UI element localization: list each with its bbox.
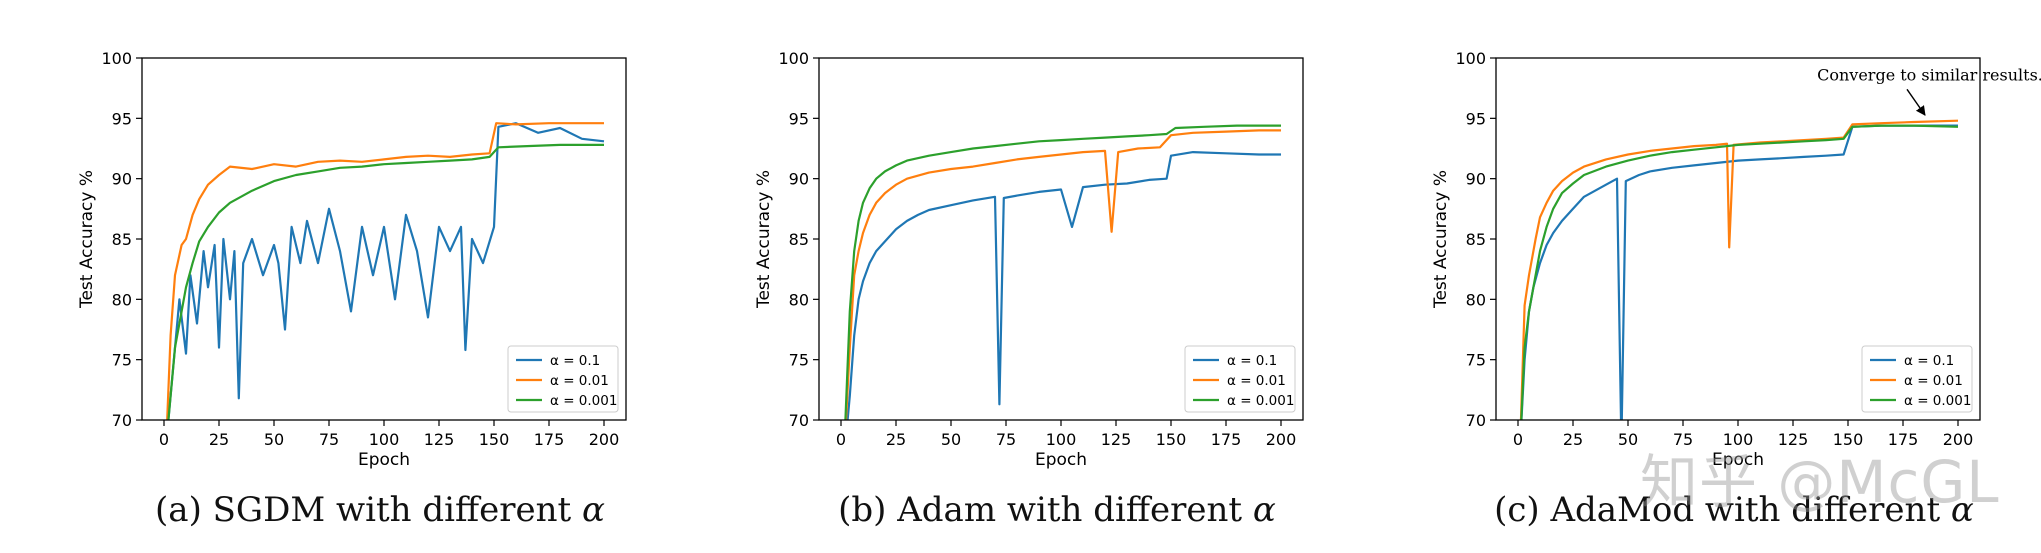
x-tick-label: 175 (1888, 430, 1919, 449)
caption-adamod: (c) AdaMod with different α (1394, 490, 2041, 530)
legend-label: α = 0.1 (550, 353, 600, 369)
y-tick-label: 80 (1466, 290, 1486, 309)
chart-panel-sgdm: 0 25 50 75 100 125 150 175 200 70 75 80 85 90 95 100 Epo… (40, 0, 720, 553)
y-tick-label: 75 (789, 351, 809, 370)
y-tick-label: 95 (112, 109, 132, 128)
y-tick-label: 100 (101, 49, 132, 68)
legend: α = 0.1 α = 0.01 α = 0.001 (507, 345, 619, 413)
legend-label: α = 0.01 (550, 373, 609, 389)
legend-label: α = 0.001 (1227, 393, 1294, 409)
x-tick-label: 75 (1673, 430, 1693, 449)
x-tick-label: 125 (1101, 430, 1132, 449)
annotation-arrow (1906, 88, 1926, 116)
series-line-1 (167, 122, 605, 420)
caption-adam: (b) Adam with different α (717, 490, 1397, 530)
chart-panel-adamod: 0 25 50 75 100 125 150 175 200 70 75 80 85 90 95 100 Epo… (1394, 0, 2041, 553)
x-tick-label: 200 (1266, 430, 1297, 449)
caption-alpha-symbol: α (581, 490, 605, 530)
x-tick-label: 25 (886, 430, 906, 449)
x-tick-label: 50 (941, 430, 961, 449)
caption-alpha-symbol: α (1950, 490, 1974, 530)
x-axis-label: Epoch (1035, 450, 1087, 470)
y-tick-label: 85 (789, 230, 809, 249)
y-tick-label: 100 (778, 49, 809, 68)
legend-box (1861, 345, 1973, 413)
y-tick-label: 80 (789, 290, 809, 309)
x-tick-label: 175 (1211, 430, 1242, 449)
y-tick-label: 90 (112, 170, 132, 189)
y-axis-label: Test Accuracy % (754, 170, 774, 309)
x-tick-label: 200 (1943, 430, 1974, 449)
series-line-1 (1520, 124, 1958, 420)
y-tick-label: 100 (1455, 49, 1486, 68)
x-tick-label: 150 (1156, 430, 1187, 449)
y-tick-label: 90 (1466, 170, 1486, 189)
series-line-2 (844, 129, 1281, 420)
legend-label: α = 0.1 (1227, 353, 1277, 369)
series-line-2 (1519, 119, 1959, 420)
legend-label: α = 0.01 (1904, 373, 1963, 389)
chart-panel-adam: 0 25 50 75 100 125 150 175 200 70 75 80 85 90 95 100 Epo… (717, 0, 1397, 553)
caption-sgdm: (a) SGDM with different α (40, 490, 720, 530)
series-line-3 (844, 124, 1281, 420)
legend-box (1184, 345, 1296, 413)
x-tick-label: 0 (1513, 430, 1523, 449)
x-tick-label: 0 (159, 430, 169, 449)
x-tick-label: 175 (534, 430, 565, 449)
legend-box (507, 345, 619, 413)
x-axis-label: Epoch (1712, 450, 1764, 470)
legend: α = 0.1 α = 0.01 α = 0.001 (1861, 345, 1973, 413)
y-axis-label: Test Accuracy % (77, 170, 97, 309)
x-tick-label: 100 (369, 430, 400, 449)
chart-sgdm: 0 25 50 75 100 125 150 175 200707580859095100Epo… (77, 49, 627, 470)
y-tick-label: 85 (1466, 230, 1486, 249)
x-tick-label: 25 (209, 430, 229, 449)
watermark: 知乎 @McGL (1640, 448, 2000, 516)
y-tick-label: 70 (789, 411, 809, 430)
y-axis-label: Test Accuracy % (1431, 170, 1451, 309)
series-line-3 (167, 143, 604, 420)
x-tick-label: 100 (1723, 430, 1754, 449)
x-tick-label: 50 (264, 430, 284, 449)
x-tick-label: 100 (1046, 430, 1077, 449)
x-tick-label: 25 (1563, 430, 1583, 449)
caption-alpha-symbol: α (1252, 490, 1276, 530)
series-line-1 (846, 151, 1281, 420)
x-tick-label: 0 (836, 430, 846, 449)
legend-label: α = 0.001 (550, 393, 617, 409)
annotation-text: Converge to similar results. (1817, 65, 2041, 84)
y-tick-label: 95 (789, 109, 809, 128)
caption-text: (a) SGDM with different (155, 490, 582, 530)
series-line-2 (166, 122, 604, 420)
x-tick-label: 150 (479, 430, 510, 449)
x-tick-label: 75 (319, 430, 339, 449)
y-tick-label: 75 (1466, 351, 1486, 370)
x-tick-label: 125 (1778, 430, 1809, 449)
legend: α = 0.1 α = 0.01 α = 0.001 (1184, 345, 1296, 413)
y-tick-label: 75 (112, 351, 132, 370)
y-tick-label: 95 (1466, 109, 1486, 128)
x-tick-label: 50 (1618, 430, 1638, 449)
chart-adam: 0 25 50 75 100 125 150 175 200707580859095100Epo… (754, 49, 1304, 470)
series-line-3 (1520, 124, 1959, 420)
x-tick-label: 150 (1833, 430, 1864, 449)
caption-text: (b) Adam with different (838, 490, 1253, 530)
caption-text: (c) AdaMod with different (1494, 490, 1951, 530)
y-tick-label: 80 (112, 290, 132, 309)
x-tick-label: 75 (996, 430, 1016, 449)
legend-label: α = 0.01 (1227, 373, 1286, 389)
legend-label: α = 0.001 (1904, 393, 1971, 409)
y-tick-label: 70 (112, 411, 132, 430)
y-tick-label: 90 (789, 170, 809, 189)
x-tick-label: 125 (424, 430, 455, 449)
y-tick-label: 85 (112, 230, 132, 249)
x-tick-label: 200 (589, 430, 620, 449)
x-axis-label: Epoch (358, 450, 410, 470)
y-tick-label: 70 (1466, 411, 1486, 430)
chart-adamod: 0 25 50 75 100 125 150 175 200707580859095100Epo… (1431, 49, 2041, 470)
legend-label: α = 0.1 (1904, 353, 1954, 369)
